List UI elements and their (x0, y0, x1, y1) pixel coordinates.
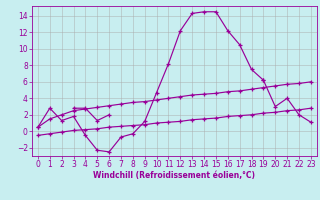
X-axis label: Windchill (Refroidissement éolien,°C): Windchill (Refroidissement éolien,°C) (93, 171, 255, 180)
